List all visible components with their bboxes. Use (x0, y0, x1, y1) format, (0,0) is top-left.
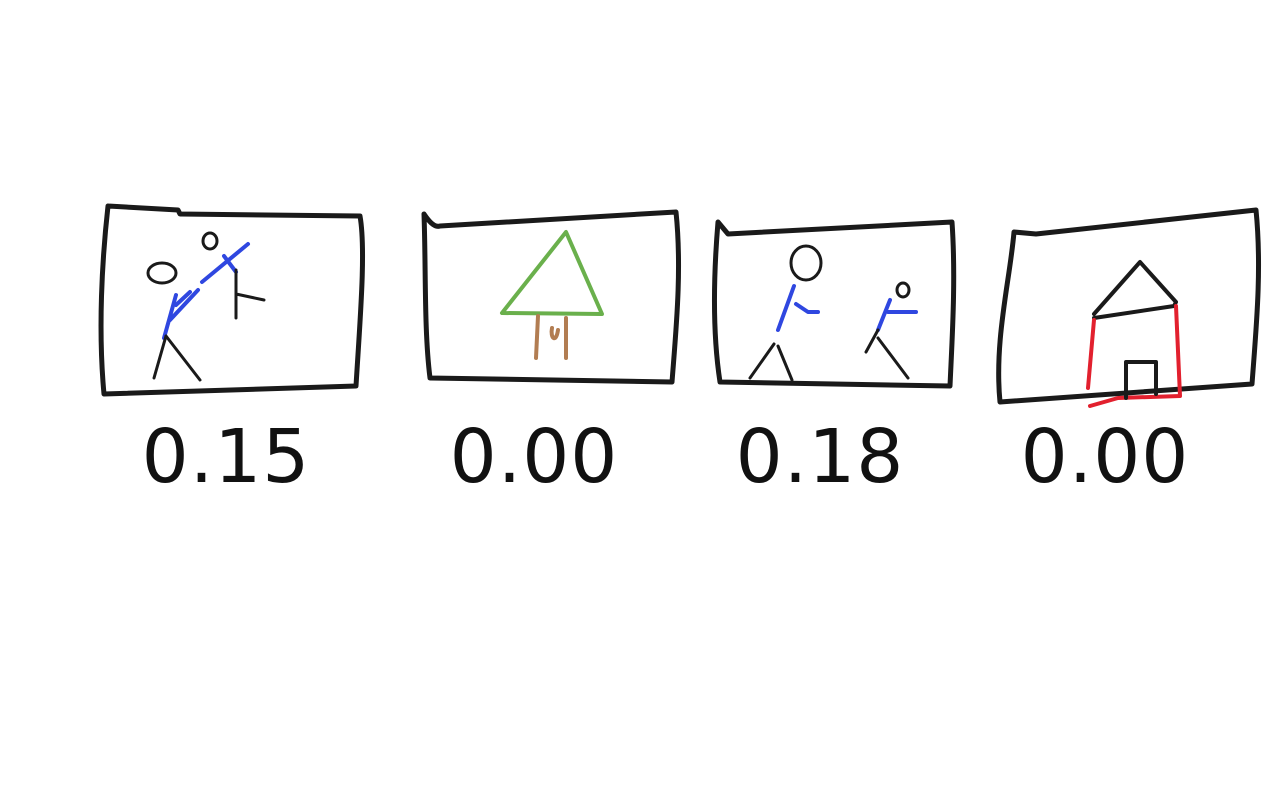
panel-4-frame (996, 207, 1262, 405)
tree-crown (500, 230, 604, 316)
panel-2-score: 0.00 (449, 414, 619, 500)
panel-1-frame (98, 203, 366, 397)
panel-3-figure-left (748, 244, 823, 382)
panel-2 (421, 209, 682, 385)
panel-1 (98, 203, 366, 397)
panel-3 (712, 219, 957, 389)
panel-3-figure-right (864, 281, 918, 380)
panel-3-frame (712, 219, 957, 389)
panel-3-score: 0.18 (735, 414, 905, 500)
panel-1-fighter-right (200, 231, 266, 320)
panel-4 (996, 207, 1262, 408)
panel-2-frame (421, 209, 682, 385)
panel-4-score: 0.00 (1020, 414, 1190, 500)
panel-1-score: 0.15 (141, 414, 311, 500)
house-roof (1092, 260, 1178, 320)
tree-trunk (534, 314, 568, 360)
house-door (1124, 360, 1158, 400)
panel-1-fighter-left (146, 261, 202, 382)
house-walls (1086, 304, 1182, 408)
